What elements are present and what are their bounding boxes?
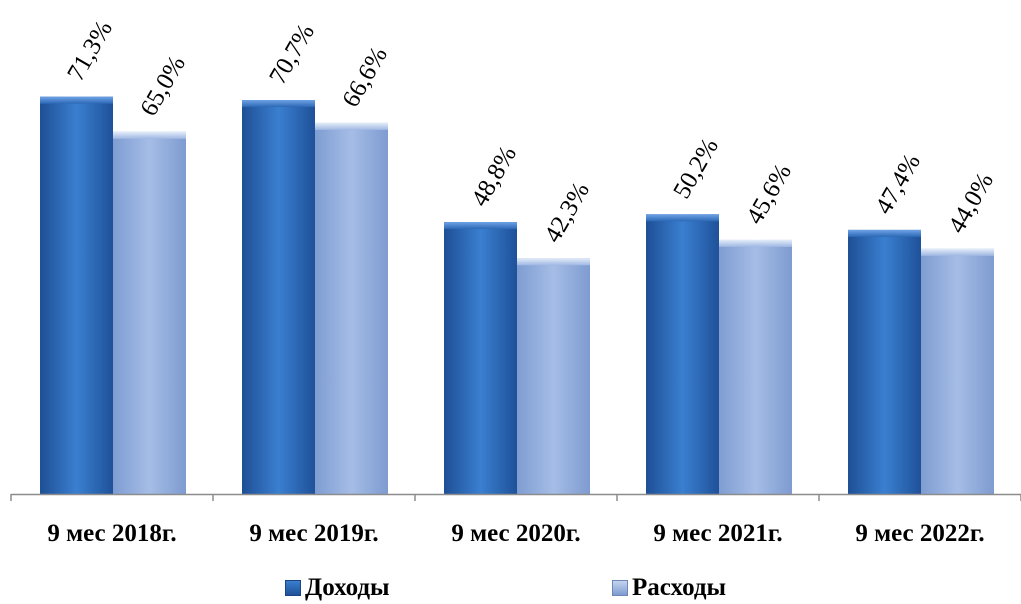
bar-raskhody-4 [921,248,994,494]
legend-label-raskhody: Расходы [632,574,727,601]
bar-cap-dohody-4 [848,229,921,237]
data-label-dohody-2: 48,8% [466,142,522,211]
category-label-1: 9 мес 2019г. [249,520,378,547]
bar-cap-dohody-3 [646,214,719,222]
bar-cap-dohody-0 [40,96,113,104]
bars-group [40,96,994,495]
legend-swatch-raskhody [612,580,628,596]
bar-cap-raskhody-4 [921,248,994,256]
x-axis: 9 мес 2018г. 9 мес 2019г. 9 мес 2020г. 9 ме… [10,493,1021,547]
legend-swatch-dohody [285,580,301,596]
bar-dohody-1 [242,100,315,494]
category-label-3: 9 мес 2021г. [653,520,782,547]
bar-raskhody-3 [719,239,792,494]
data-label-dohody-3: 50,2% [668,134,724,203]
category-label-0: 9 мес 2018г. [47,520,176,547]
data-label-dohody-4: 47,4% [870,149,926,218]
data-label-dohody-0: 71,3% [62,16,118,85]
bar-cap-raskhody-0 [113,131,186,139]
bar-raskhody-1 [315,122,388,494]
bar-dohody-4 [848,229,921,495]
legend-item-raskhody: Расходы [612,574,726,602]
bar-cap-raskhody-1 [315,122,388,130]
bar-raskhody-0 [113,131,186,494]
bar-cap-raskhody-2 [517,258,590,266]
bar-dohody-0 [40,96,113,494]
data-label-raskhody-4: 44,0% [943,168,999,237]
legend: Доходы Расходы [0,574,1021,604]
data-label-raskhody-2: 42,3% [539,178,595,247]
data-label-raskhody-1: 66,6% [337,42,393,111]
bar-cap-dohody-1 [242,100,315,108]
bar-raskhody-2 [517,258,590,494]
category-label-2: 9 мес 2020г. [451,520,580,547]
data-label-raskhody-3: 45,6% [741,159,797,228]
bar-dohody-2 [444,222,517,495]
data-label-raskhody-0: 65,0% [135,51,191,120]
legend-item-dohody: Доходы [285,574,390,602]
bar-dohody-3 [646,214,719,494]
data-labels-group: 71,3% 65,0% 70,7% 66,6% 48,8% 42,3% 50,2% 45,6%… [62,16,999,247]
category-label-4: 9 мес 2022г. [855,520,984,547]
legend-label-dohody: Доходы [305,574,390,601]
data-label-dohody-1: 70,7% [264,20,320,89]
bar-cap-dohody-2 [444,222,517,230]
bar-cap-raskhody-3 [719,239,792,247]
